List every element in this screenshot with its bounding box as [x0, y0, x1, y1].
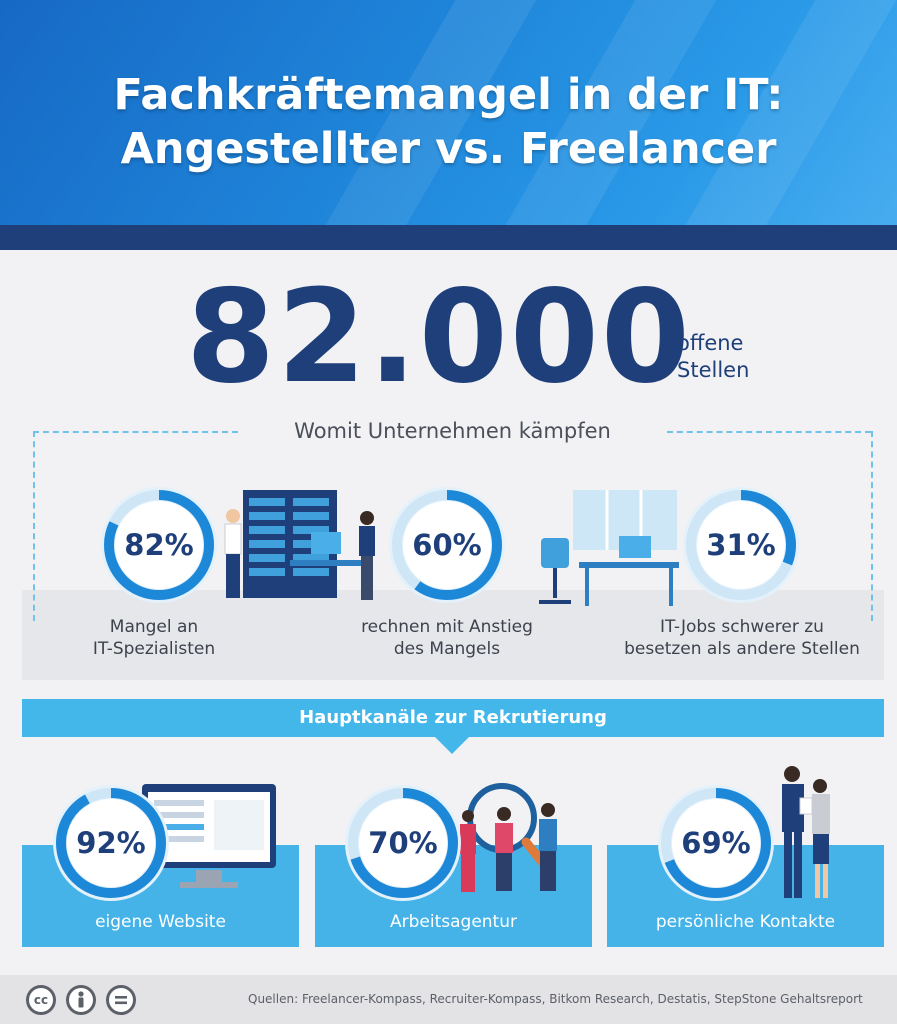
- page-title: Fachkräftemangel in der IT: Angestellter…: [0, 68, 897, 176]
- dashed-frame-right: [871, 431, 873, 621]
- server-room-illustration: [224, 490, 375, 600]
- open-positions-number: 82.000: [186, 263, 692, 412]
- desk: [579, 562, 679, 568]
- open-positions-label: offene Stellen: [677, 330, 797, 384]
- donut-progress-ring: [686, 490, 796, 600]
- donut-harder-to-fill: 31%: [676, 480, 806, 610]
- donut-it-shortage: 82%: [94, 480, 224, 610]
- monitor: [311, 532, 341, 554]
- recruiting-banner-arrow: [435, 737, 469, 754]
- recruit-card-label: Arbeitsagentur: [390, 912, 517, 932]
- donut-job-agency: 70%: [338, 778, 468, 908]
- header-navy-band: [0, 225, 897, 250]
- sources-text: Quellen: Freelancer-Kompass, Recruiter-K…: [248, 992, 863, 1006]
- open-positions-label-line2: Stellen: [677, 358, 750, 382]
- business-people-illustration: [782, 766, 830, 898]
- recruiting-banner: Hauptkanäle zur Rekrutierung: [22, 699, 884, 737]
- donut-progress-ring: [104, 490, 214, 600]
- recruiting-title: Hauptkanäle zur Rekrutierung: [299, 707, 607, 728]
- donut-percent: 69%: [681, 826, 751, 860]
- donut-personal-contacts: 69%: [651, 778, 781, 908]
- caption-line: IT-Spezialisten: [92, 639, 216, 659]
- job-agency-people-illustration: [460, 783, 557, 892]
- desk: [290, 560, 370, 566]
- caption-harder-to-fill: IT-Jobs schwerer zu besetzen als andere …: [600, 616, 884, 660]
- caption-line: IT-Jobs schwerer zu: [660, 617, 824, 637]
- donut-progress-ring: [392, 490, 502, 600]
- donut-percent: 82%: [124, 528, 194, 562]
- office-desk-illustration: [539, 490, 679, 606]
- nd-equals-icon: [106, 985, 136, 1015]
- donut-progress-ring: [56, 788, 166, 898]
- challenges-background-band: [22, 590, 884, 680]
- monitor: [619, 536, 651, 558]
- person-head: [226, 509, 240, 523]
- recruit-card-label: eigene Website: [95, 912, 226, 932]
- dashed-frame-top-left: [33, 431, 238, 433]
- footer: cc Quellen: Freelancer-Kompass, Recruite…: [0, 975, 897, 1024]
- donut-shortage-increase: 60%: [382, 480, 512, 610]
- donut-progress-ring: [661, 788, 771, 898]
- person-jacket: [359, 526, 375, 556]
- by-person-icon: [66, 985, 96, 1015]
- open-positions-label-line1: offene: [677, 331, 744, 355]
- caption-shortage-increase: rechnen mit Anstieg des Mangels: [332, 616, 562, 660]
- dashed-frame-top-right: [667, 431, 871, 433]
- recruit-card-label: persönliche Kontakte: [655, 912, 836, 932]
- person-head: [360, 511, 374, 525]
- page-title-line1: Fachkräftemangel in der IT:: [113, 70, 784, 120]
- donut-percent: 31%: [706, 528, 776, 562]
- header-banner: Fachkräftemangel in der IT: Angestellter…: [0, 0, 897, 250]
- caption-line: Mangel an: [109, 617, 199, 637]
- donut-percent: 70%: [368, 826, 438, 860]
- page-title-line2: Angestellter vs. Freelancer: [120, 124, 777, 174]
- caption-it-shortage: Mangel an IT-Spezialisten: [54, 616, 254, 660]
- caption-line: des Mangels: [393, 639, 501, 659]
- donut-percent: 92%: [76, 826, 146, 860]
- office-chair: [541, 538, 569, 568]
- person-legs: [226, 554, 240, 598]
- caption-line: besetzen als andere Stellen: [624, 639, 860, 659]
- cc-icon-text: cc: [33, 993, 49, 1007]
- donut-progress-ring: [348, 788, 458, 898]
- dashed-frame-left: [33, 431, 35, 621]
- donut-percent: 60%: [412, 528, 482, 562]
- cc-icon: cc: [26, 985, 56, 1015]
- donut-own-website: 92%: [46, 778, 176, 908]
- challenges-title: Womit Unternehmen kämpfen: [294, 419, 611, 443]
- caption-line: rechnen mit Anstieg: [361, 617, 533, 637]
- person-shirt: [224, 523, 242, 555]
- person-legs: [361, 556, 373, 600]
